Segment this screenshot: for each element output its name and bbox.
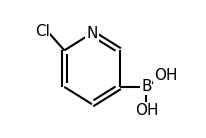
Text: Cl: Cl bbox=[35, 24, 50, 39]
Text: OH: OH bbox=[154, 68, 178, 83]
Text: N: N bbox=[86, 26, 98, 41]
Text: OH: OH bbox=[135, 103, 158, 118]
Text: B: B bbox=[141, 79, 152, 94]
